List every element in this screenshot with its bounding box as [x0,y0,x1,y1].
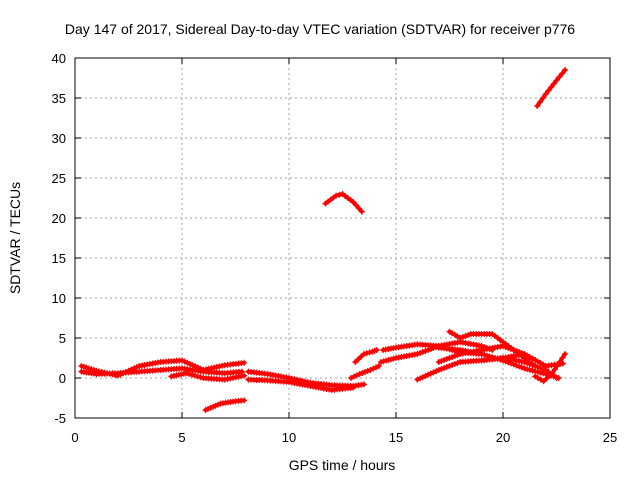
data-points-track-f [245,376,357,393]
chart-title: Day 147 of 2017, Sidereal Day-to-day VTE… [65,21,575,37]
data-series-track-q [533,352,568,384]
y-tick-label: 35 [52,91,66,106]
y-tick-label: -5 [54,411,66,426]
y-tick-label: 15 [52,251,66,266]
x-tick-label: 5 [178,430,185,445]
y-tick-label: 5 [59,331,66,346]
x-axis-label: GPS time / hours [289,457,396,473]
data-layer [78,67,569,413]
plot-frame [74,57,611,419]
x-tick-label: 10 [282,430,296,445]
tick-layer: 0 5 10 15 20 25 -5 0 5 10 15 20 25 30 35 40 [52,51,618,445]
data-points-track-b [78,357,248,379]
data-points-track-d [202,397,248,413]
data-points-track-p [478,355,560,381]
y-tick-label: 0 [59,371,66,386]
x-tick-label: 25 [603,430,617,445]
data-points-track-h [348,363,382,381]
grid-layer [75,58,610,418]
y-tick-label: 20 [52,211,66,226]
x-tick-label: 0 [71,430,78,445]
y-tick-label: 10 [52,291,66,306]
data-points-track-i [352,347,380,365]
data-points-track-c [168,370,248,383]
y-axis-label: SDTVAR / TECUs [7,182,23,294]
x-tick-label: 15 [389,430,403,445]
data-points-track-r [534,67,569,109]
x-tick-label: 20 [496,430,510,445]
y-tick-label: 30 [52,131,66,146]
data-points-track-q [532,351,569,385]
y-tick-label: 40 [52,51,66,66]
data-points-track-g [322,191,365,215]
y-tick-label: 25 [52,171,66,186]
